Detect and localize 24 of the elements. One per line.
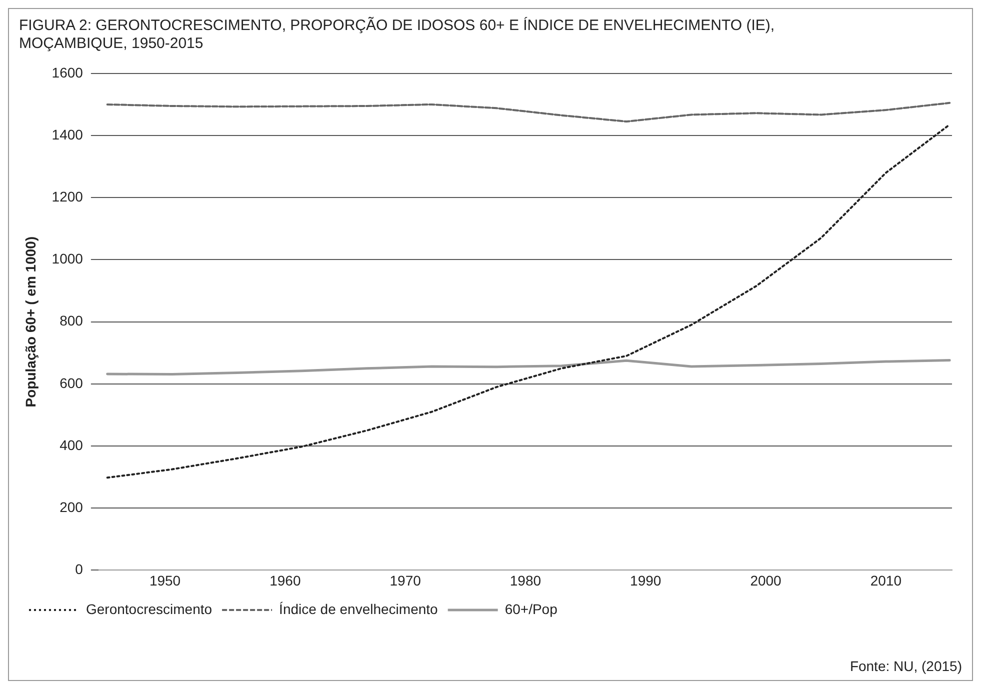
legend-label: Gerontocrescimento <box>86 600 212 617</box>
y-tick-label: 800 <box>60 312 84 329</box>
x-tick-label: 2010 <box>870 572 902 588</box>
x-tick-label: 2000 <box>750 572 782 588</box>
x-tick-label: 1970 <box>390 572 422 588</box>
chart-title: FIGURA 2: GERONTOCRESCIMENTO, PROPORÇÃO DE IDOSOS 60+ E ÍNDICE DE ENVELHECIMENTO (IE), MOÇAMBIQUE, 1950-2015 <box>19 17 776 53</box>
y-tick-label: 0 <box>75 561 84 578</box>
line-series <box>106 124 951 479</box>
y-tick-label: 1000 <box>52 250 84 267</box>
x-tick-label: 1990 <box>630 572 662 588</box>
x-tick-label: 1950 <box>149 572 181 588</box>
y-tick-label: 200 <box>60 498 84 515</box>
x-tick-label: 1980 <box>510 572 542 588</box>
y-tick-label: 1400 <box>52 126 84 142</box>
y-tick-label: 400 <box>60 436 84 453</box>
legend-label: Índice de envelhecimento <box>279 600 438 617</box>
x-tick-label: 1960 <box>270 572 301 588</box>
y-tick-label: 1200 <box>52 188 84 204</box>
source-note: Fonte: NU, (2015) <box>850 658 962 674</box>
legend-label: 60+/Pop <box>504 600 558 617</box>
y-tick-label: 1600 <box>52 64 84 80</box>
y-axis-title: População 60+ ( em 1000) <box>22 236 38 408</box>
line-series <box>106 102 951 123</box>
y-tick-label: 600 <box>60 374 84 391</box>
